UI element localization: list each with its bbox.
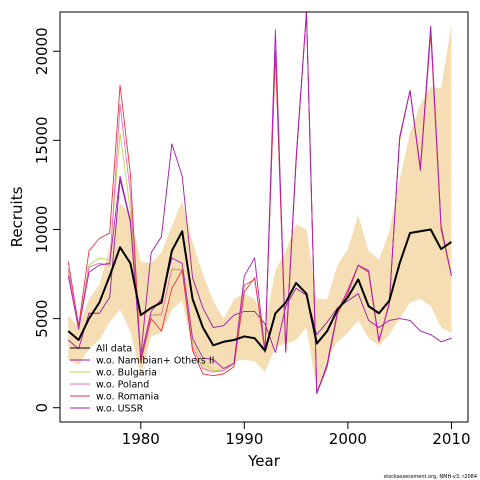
- footer-credit: stockassessment.org, NMH-v3, r2084: [384, 474, 477, 480]
- confidence-band-layer: [68, 24, 452, 390]
- y-axis-title: Recruits: [8, 186, 26, 247]
- legend-item-2: w.o. Bulgaria: [70, 368, 157, 379]
- legend-item-5: w.o. USSR: [70, 404, 144, 415]
- legend-item-3: w.o. Poland: [70, 380, 149, 391]
- y-tick-label: 10000: [33, 206, 51, 254]
- x-tick-label: 1980: [122, 430, 160, 448]
- y-tick-label: 5000: [33, 300, 51, 338]
- x-tick-label: 2000: [329, 430, 367, 448]
- legend-label: w.o. Namibian+ Others II: [96, 356, 214, 367]
- legend-label: w.o. USSR: [96, 404, 144, 415]
- y-axis: 0 5000 10000 15000 20000: [33, 27, 60, 413]
- series-layer: [67, 12, 452, 394]
- legend-label: All data: [96, 344, 132, 355]
- x-axis: 1980 1990 2000 2010: [122, 422, 471, 448]
- legend-label: w.o. Poland: [96, 380, 149, 391]
- legend-item-4: w.o. Romania: [70, 392, 159, 403]
- x-tick-label: 2010: [432, 430, 470, 448]
- x-axis-title: Year: [247, 452, 281, 470]
- series-line-0: [67, 228, 452, 352]
- legend-label: w.o. Romania: [96, 392, 159, 403]
- y-tick-label: 20000: [33, 27, 51, 75]
- x-tick-label: 1990: [225, 430, 263, 448]
- legend-item-1: w.o. Namibian+ Others II: [70, 356, 214, 367]
- plot-frame: [59, 11, 469, 423]
- legend-item-0: All data: [70, 344, 132, 355]
- confidence-band: [68, 24, 452, 390]
- series-line-5: [67, 12, 452, 394]
- y-tick-label: 0: [33, 403, 51, 413]
- y-tick-label: 15000: [33, 116, 51, 164]
- legend-label: w.o. Bulgaria: [96, 368, 157, 379]
